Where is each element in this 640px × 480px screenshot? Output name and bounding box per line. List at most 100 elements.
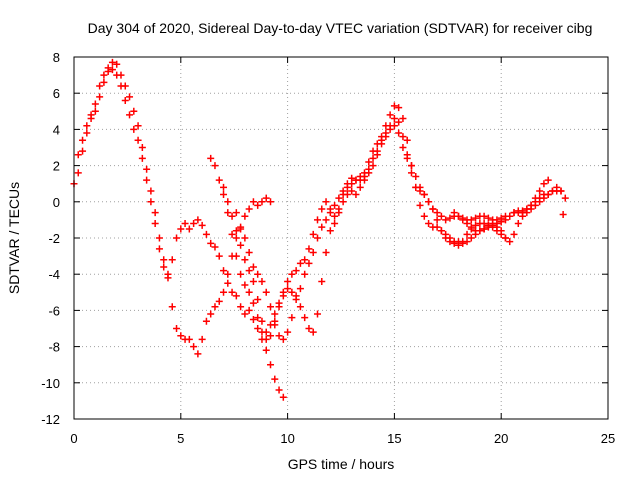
data-point bbox=[331, 212, 339, 220]
data-point bbox=[352, 191, 360, 199]
data-point bbox=[224, 270, 232, 278]
data-point bbox=[181, 220, 189, 228]
data-point bbox=[126, 93, 134, 101]
data-point bbox=[164, 274, 172, 282]
data-point bbox=[284, 285, 292, 293]
data-point bbox=[215, 176, 223, 184]
data-point bbox=[151, 220, 159, 228]
data-point bbox=[390, 115, 398, 123]
data-point bbox=[416, 183, 424, 191]
data-point bbox=[245, 267, 253, 275]
data-point bbox=[155, 245, 163, 253]
data-point bbox=[237, 223, 245, 231]
data-point bbox=[254, 314, 262, 322]
data-point bbox=[198, 221, 206, 229]
data-point bbox=[407, 162, 415, 170]
data-point bbox=[365, 169, 373, 177]
data-point bbox=[262, 346, 270, 354]
data-point bbox=[177, 332, 185, 340]
data-point bbox=[544, 176, 552, 184]
data-point bbox=[314, 234, 322, 242]
data-point bbox=[279, 335, 287, 343]
data-point bbox=[369, 154, 377, 162]
data-point bbox=[79, 136, 87, 144]
data-point bbox=[245, 306, 253, 314]
data-point bbox=[232, 292, 240, 300]
data-point bbox=[194, 216, 202, 224]
data-point bbox=[446, 214, 454, 222]
data-point bbox=[190, 343, 198, 351]
data-point bbox=[343, 191, 351, 199]
data-marks bbox=[70, 58, 569, 401]
data-point bbox=[138, 154, 146, 162]
data-point bbox=[523, 205, 531, 213]
y-tick-label: 8 bbox=[53, 50, 60, 65]
chart-title: Day 304 of 2020, Sidereal Day-to-day VTE… bbox=[88, 20, 593, 36]
data-point bbox=[275, 299, 283, 307]
y-tick-label: -2 bbox=[48, 231, 60, 246]
data-point bbox=[271, 310, 279, 318]
y-axis-label: SDTVAR / TECUs bbox=[6, 182, 22, 294]
series-trace-e bbox=[232, 122, 509, 343]
data-point bbox=[241, 256, 249, 264]
data-point bbox=[348, 180, 356, 188]
data-point bbox=[331, 220, 339, 228]
data-point bbox=[510, 209, 518, 217]
data-point bbox=[168, 256, 176, 264]
data-point bbox=[480, 225, 488, 233]
data-point bbox=[395, 104, 403, 112]
x-tick-label: 0 bbox=[70, 431, 77, 446]
data-point bbox=[241, 234, 249, 242]
data-point bbox=[407, 169, 415, 177]
data-point bbox=[198, 335, 206, 343]
data-point bbox=[360, 172, 368, 180]
data-point bbox=[160, 256, 168, 264]
data-point bbox=[211, 243, 219, 251]
data-point bbox=[113, 71, 121, 79]
data-point bbox=[249, 277, 257, 285]
data-point bbox=[147, 187, 155, 195]
data-point bbox=[275, 332, 283, 340]
data-point bbox=[561, 194, 569, 202]
y-tick-label: 2 bbox=[53, 159, 60, 174]
data-point bbox=[425, 220, 433, 228]
data-point bbox=[386, 125, 394, 133]
data-point bbox=[211, 303, 219, 311]
data-point bbox=[138, 144, 146, 151]
x-tick-label: 15 bbox=[387, 431, 401, 446]
data-point bbox=[232, 227, 240, 235]
data-point bbox=[232, 209, 240, 217]
data-point bbox=[382, 133, 390, 141]
data-point bbox=[420, 212, 428, 220]
data-point bbox=[322, 248, 330, 256]
data-point bbox=[143, 176, 151, 184]
data-point bbox=[173, 234, 181, 242]
data-point bbox=[433, 209, 441, 217]
data-point bbox=[288, 270, 296, 278]
data-point bbox=[356, 176, 364, 184]
data-point bbox=[497, 218, 505, 226]
data-point bbox=[267, 303, 275, 311]
data-point bbox=[339, 198, 347, 206]
data-point bbox=[459, 216, 467, 224]
data-point bbox=[501, 234, 509, 242]
data-point bbox=[335, 209, 343, 217]
data-point bbox=[425, 198, 433, 206]
data-point bbox=[96, 82, 104, 90]
axis-ticks bbox=[73, 56, 609, 420]
data-point bbox=[134, 122, 142, 130]
data-point bbox=[262, 335, 270, 343]
data-point bbox=[557, 187, 565, 195]
data-point bbox=[87, 115, 95, 123]
data-point bbox=[83, 122, 91, 130]
data-point bbox=[224, 209, 232, 217]
data-point bbox=[215, 252, 223, 260]
y-tick-label: 4 bbox=[53, 122, 60, 137]
data-point bbox=[559, 210, 567, 218]
y-tick-label: -4 bbox=[48, 267, 60, 282]
series-trace-f bbox=[450, 187, 569, 235]
y-tick-label: 0 bbox=[53, 195, 60, 210]
data-point bbox=[241, 281, 249, 289]
data-point bbox=[245, 288, 253, 296]
